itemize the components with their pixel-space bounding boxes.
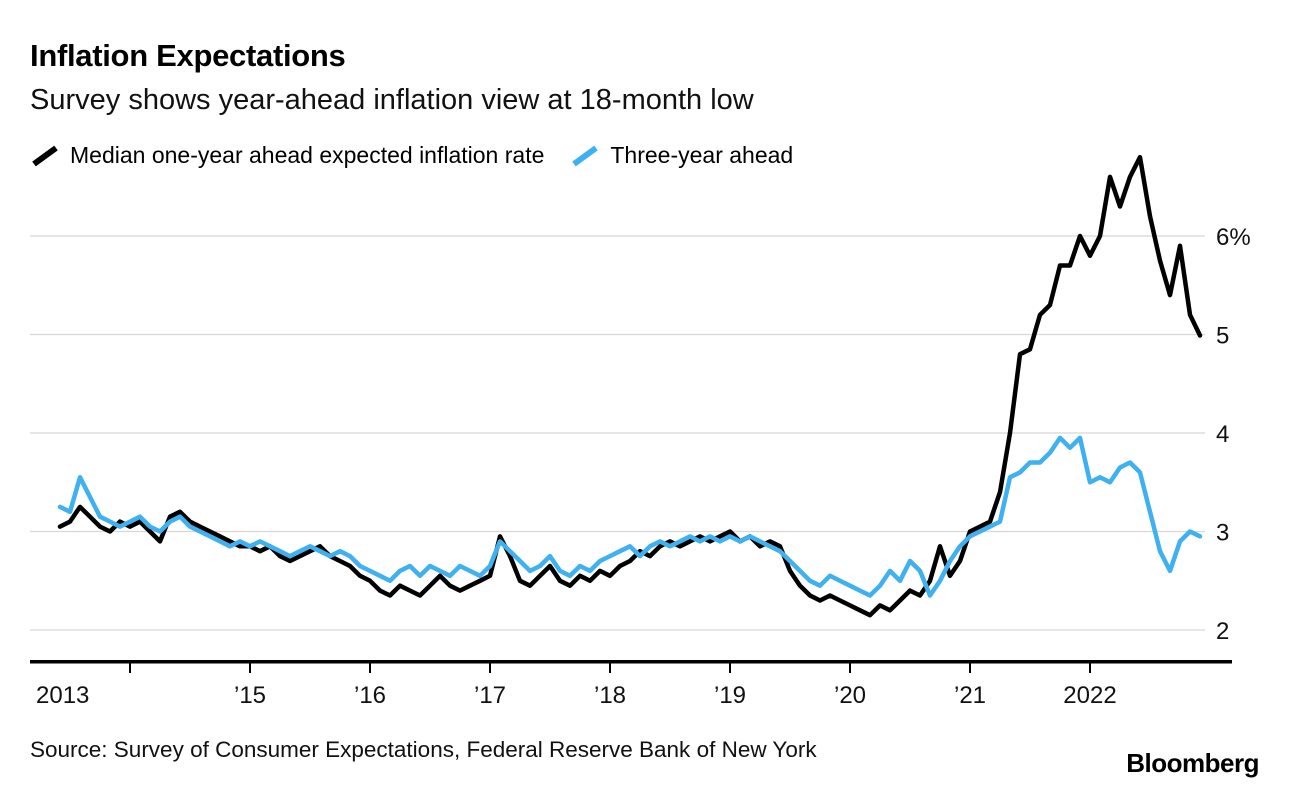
x-axis-label: ’21 xyxy=(954,682,986,709)
x-axis-label: ’17 xyxy=(474,682,506,709)
chart-legend: Median one-year ahead expected inflation… xyxy=(30,142,793,169)
y-axis-label: 5 xyxy=(1216,323,1229,350)
y-axis-label: 4 xyxy=(1216,421,1229,448)
chart-title: Inflation Expectations xyxy=(30,38,346,73)
x-axis-label: ’20 xyxy=(834,682,866,709)
three-year-ahead-line xyxy=(57,435,1203,598)
legend-label: Three-year ahead xyxy=(610,142,794,168)
y-axis-label: 3 xyxy=(1216,520,1229,547)
bloomberg-logo: Bloomberg xyxy=(1126,748,1259,778)
source-note: Source: Survey of Consumer Expectations,… xyxy=(30,737,817,762)
x-axis-label: ’18 xyxy=(594,682,626,709)
legend-item-one-year-ahead: Median one-year ahead expected inflation… xyxy=(30,142,544,169)
line-swatch-icon xyxy=(572,145,599,166)
x-axis-label: 2022 xyxy=(1063,682,1116,709)
line-swatch-icon xyxy=(32,145,58,166)
y-axis-label: 2 xyxy=(1216,618,1229,645)
x-axis-label: ’16 xyxy=(354,682,386,709)
legend-label: Median one-year ahead expected inflation… xyxy=(70,142,545,168)
x-axis-label: ’19 xyxy=(714,682,746,709)
y-axis-label: 6% xyxy=(1216,224,1251,251)
x-axis-label: 2013 xyxy=(36,682,89,709)
legend-item-three-year-ahead: Three-year ahead xyxy=(570,142,793,169)
x-axis-label: ’15 xyxy=(234,682,266,709)
x-axis-line xyxy=(30,660,1232,664)
chart-subtitle: Survey shows year-ahead inflation view a… xyxy=(30,84,754,116)
